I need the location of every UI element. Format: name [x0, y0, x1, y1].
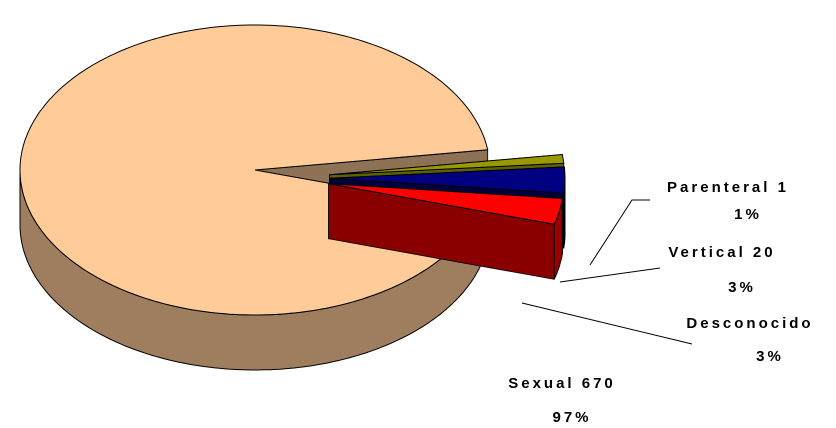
slice-label: Vertical 20 — [668, 244, 775, 261]
slice-label: Parenteral 1 — [667, 179, 789, 196]
pie-slice — [329, 166, 566, 194]
leader-line — [559, 267, 661, 283]
slice-label: Desconocido — [686, 315, 813, 332]
slice-value-label: 3% — [756, 348, 784, 365]
slice-label: Sexual 670 — [508, 375, 616, 392]
leader-line — [589, 199, 650, 266]
leader-line — [521, 302, 693, 345]
slice-value-label: 3% — [728, 279, 756, 296]
pie-slice — [328, 183, 563, 225]
pie — [19, 24, 566, 371]
slice-value-label: 97% — [552, 409, 591, 426]
slice-value-label: 1% — [734, 206, 762, 223]
pie-slice — [329, 153, 565, 176]
